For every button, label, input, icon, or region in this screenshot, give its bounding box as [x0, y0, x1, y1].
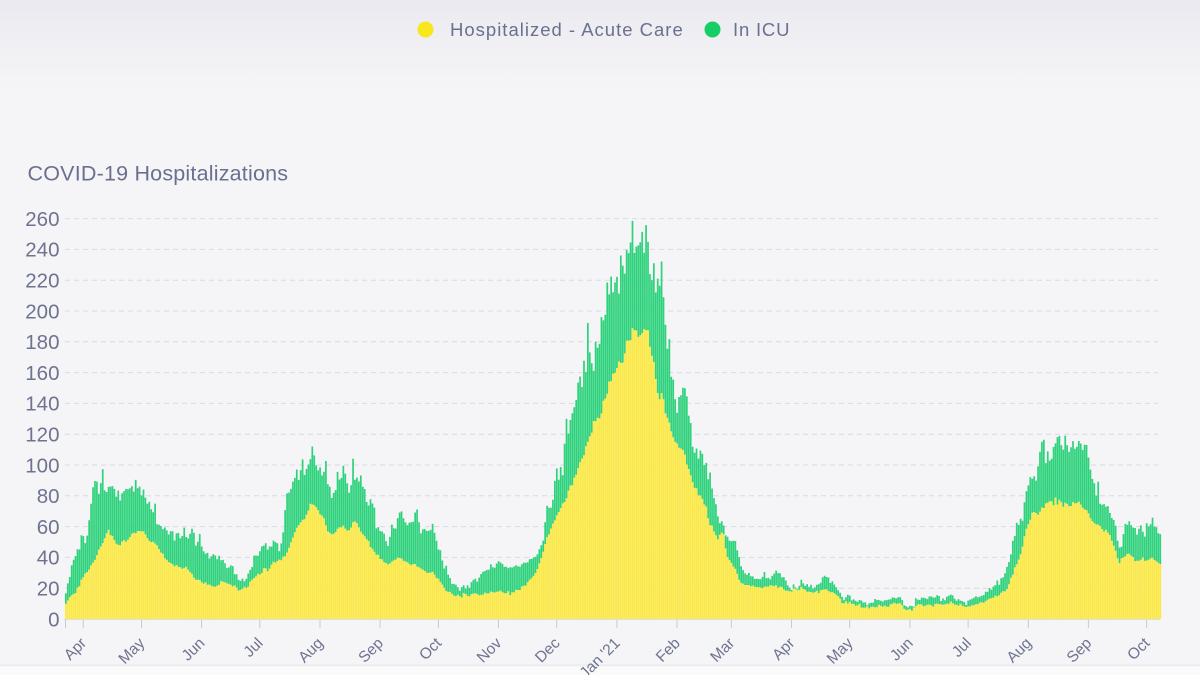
svg-text:Sep: Sep: [1064, 635, 1096, 667]
svg-text:220: 220: [25, 270, 59, 293]
svg-text:In ICU: In ICU: [733, 19, 790, 40]
svg-text:180: 180: [25, 331, 59, 354]
svg-text:60: 60: [37, 516, 60, 539]
svg-text:Oct: Oct: [1124, 634, 1154, 664]
svg-text:Nov: Nov: [474, 635, 506, 667]
svg-text:Jan '21: Jan '21: [577, 635, 624, 675]
svg-text:Jul: Jul: [949, 635, 975, 661]
svg-text:Oct: Oct: [416, 634, 446, 664]
svg-text:Aug: Aug: [295, 635, 327, 667]
svg-text:Mar: Mar: [707, 635, 738, 666]
svg-text:80: 80: [37, 485, 60, 508]
svg-text:120: 120: [25, 424, 59, 447]
svg-text:40: 40: [37, 547, 60, 570]
svg-text:Sep: Sep: [355, 635, 387, 667]
svg-text:Jul: Jul: [241, 635, 267, 661]
svg-text:Apr: Apr: [61, 635, 90, 664]
svg-text:20: 20: [37, 578, 60, 601]
svg-text:100: 100: [25, 454, 59, 477]
svg-text:140: 140: [25, 393, 59, 416]
svg-text:0: 0: [48, 608, 59, 631]
svg-text:Feb: Feb: [653, 635, 684, 666]
svg-text:May: May: [116, 635, 149, 668]
svg-text:Apr: Apr: [769, 635, 798, 664]
svg-text:260: 260: [25, 208, 59, 231]
svg-text:Dec: Dec: [532, 635, 564, 667]
svg-text:Aug: Aug: [1004, 635, 1036, 667]
svg-text:Jun: Jun: [179, 635, 209, 665]
svg-text:160: 160: [25, 362, 59, 385]
svg-text:COVID-19 Hospitalizations: COVID-19 Hospitalizations: [28, 162, 289, 186]
svg-text:Jun: Jun: [887, 635, 917, 665]
svg-text:May: May: [824, 635, 857, 668]
svg-text:240: 240: [25, 239, 59, 262]
svg-text:Hospitalized - Acute Care: Hospitalized - Acute Care: [450, 19, 684, 40]
svg-text:200: 200: [25, 300, 59, 323]
